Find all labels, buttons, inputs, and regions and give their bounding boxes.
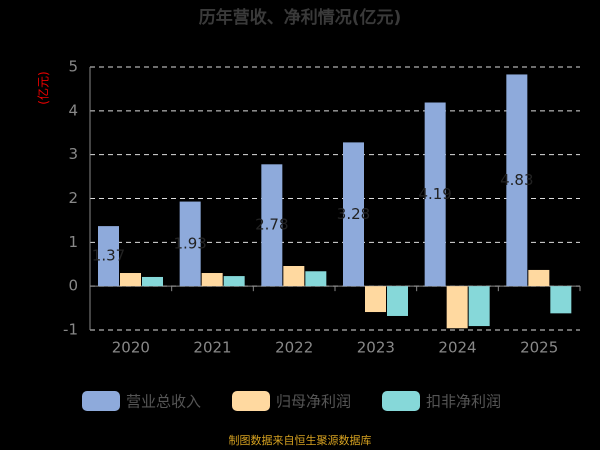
y-axis-label: (亿元)	[36, 71, 51, 104]
source-note: 制图数据来自恒生聚源数据库	[229, 433, 372, 447]
bar	[283, 266, 305, 287]
bar	[387, 286, 408, 316]
bar	[365, 286, 386, 313]
bar	[98, 226, 119, 287]
legend-swatch	[82, 391, 120, 411]
bar	[343, 142, 364, 287]
data-label: 2.78	[255, 216, 288, 234]
bar	[179, 201, 201, 287]
x-tick-label: 2021	[193, 339, 231, 357]
legend-label: 扣非净利润	[426, 393, 501, 411]
x-tick-label: 2023	[357, 339, 395, 357]
data-label: 4.19	[418, 185, 451, 203]
x-tick-label: 2025	[520, 339, 558, 357]
data-label: 4.83	[500, 171, 533, 189]
bar	[528, 269, 550, 287]
legend-label: 归母净利润	[276, 393, 351, 411]
x-tick-label: 2020	[112, 339, 150, 357]
chart-title: 历年营收、净利情况(亿元)	[199, 7, 402, 28]
y-tick-label: 3	[68, 145, 78, 163]
bar	[142, 276, 163, 287]
bar	[468, 286, 490, 327]
bar	[223, 276, 245, 287]
legend-swatch	[382, 391, 420, 411]
y-tick-label: 2	[68, 189, 78, 207]
data-label: 1.93	[173, 234, 206, 252]
x-tick-label: 2024	[438, 339, 476, 357]
y-tick-label: 4	[68, 101, 78, 119]
y-tick-label: -1	[63, 321, 78, 339]
bar	[446, 286, 468, 329]
bar	[201, 273, 223, 287]
bar	[424, 102, 446, 287]
bar	[550, 286, 572, 314]
x-tick-label: 2022	[275, 339, 313, 357]
y-tick-label: 0	[68, 277, 78, 295]
y-tick-label: 5	[68, 58, 78, 76]
bar	[120, 273, 141, 287]
legend-swatch	[232, 391, 270, 411]
data-label: 3.28	[337, 205, 370, 223]
data-label: 1.37	[92, 247, 125, 265]
bar	[506, 74, 528, 287]
bar	[261, 164, 283, 287]
bar	[305, 271, 327, 287]
legend-label: 营业总收入	[126, 393, 201, 411]
y-tick-label: 1	[68, 233, 78, 251]
